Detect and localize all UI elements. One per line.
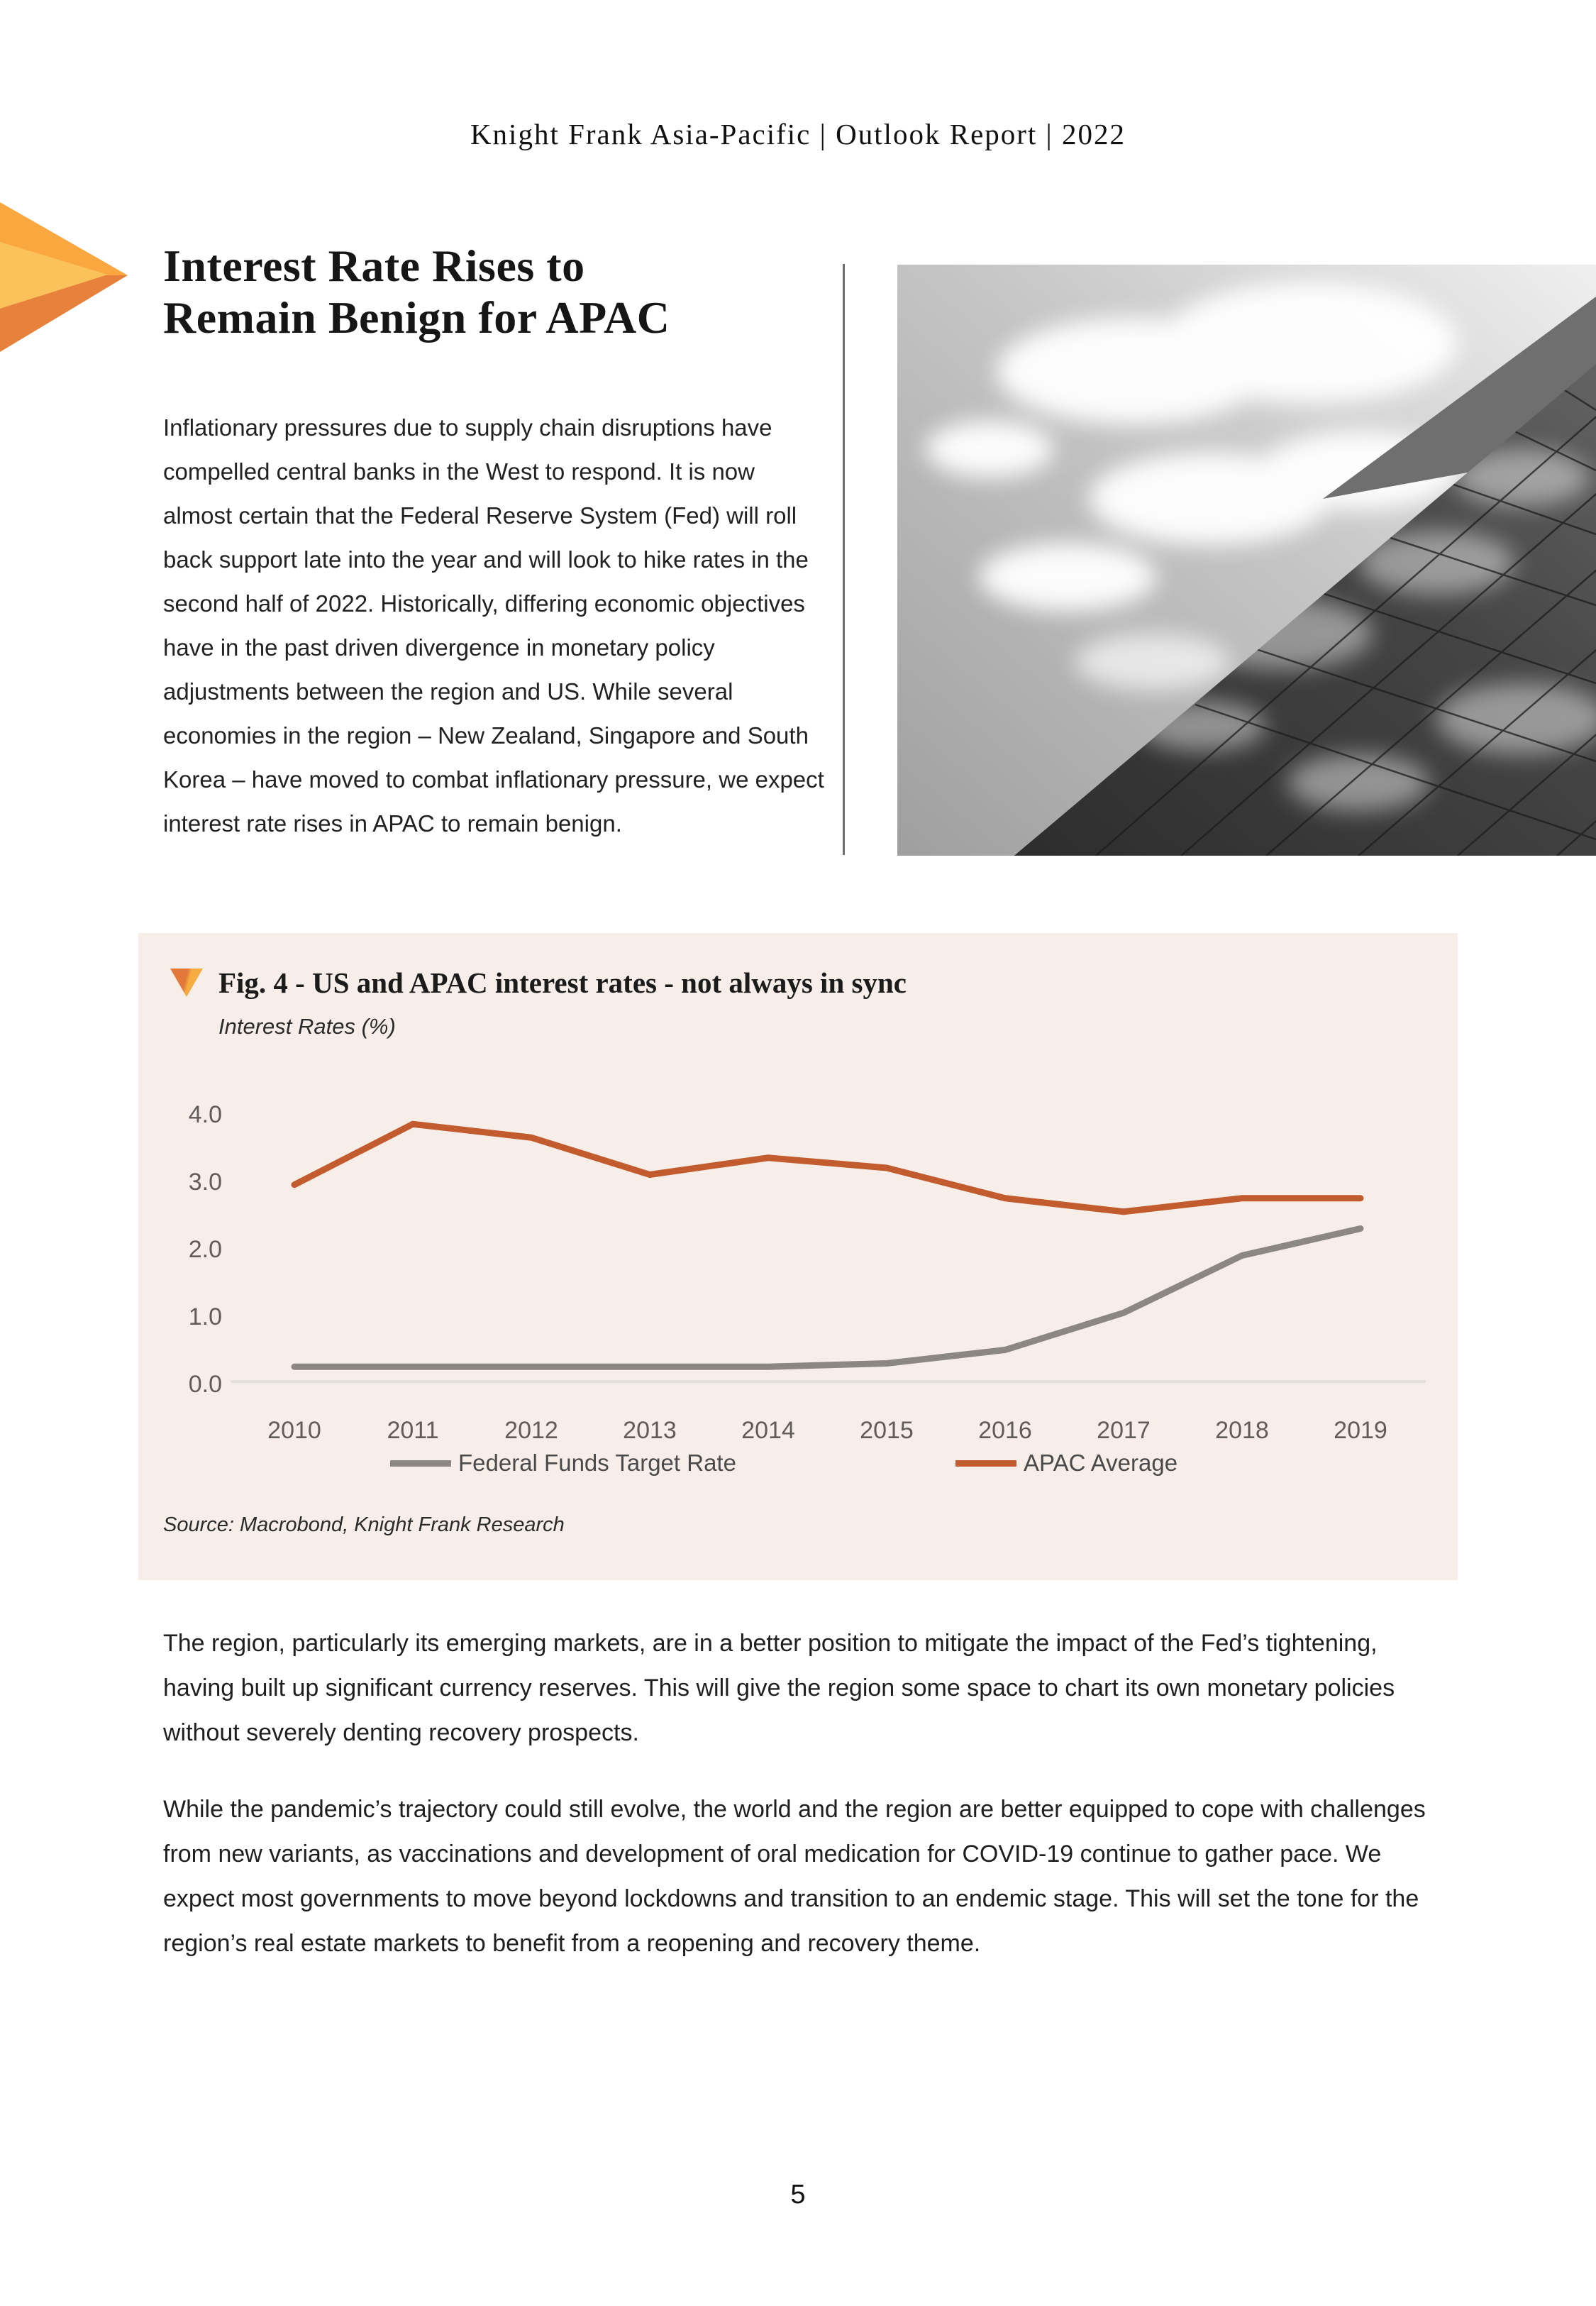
- svg-text:2012: 2012: [504, 1417, 558, 1444]
- fed-funds-line-swatch: [390, 1460, 451, 1467]
- svg-text:1.0: 1.0: [189, 1303, 222, 1330]
- svg-text:2010: 2010: [267, 1417, 321, 1444]
- paragraph-pandemic-outlook: While the pandemic’s trajectory could st…: [163, 1796, 1426, 1957]
- svg-text:2018: 2018: [1215, 1417, 1269, 1444]
- legend-label-apac-average: APAC Average: [1024, 1450, 1178, 1476]
- figure-subtitle: Interest Rates (%): [218, 1014, 396, 1039]
- line-chart: 0.0 1.0 2.0 3.0 4.0 2010 2011 2012 2013 2014 2015 2…: [189, 1101, 1426, 1444]
- legend-item-fed-funds: Federal Funds Target Rate: [390, 1450, 736, 1477]
- legend-label-fed-funds: Federal Funds Target Rate: [458, 1450, 736, 1476]
- chart-legend: Federal Funds Target Rate APAC Average: [138, 1450, 1458, 1481]
- paragraph-fed-tightening: The region, particularly its emerging ma…: [163, 1630, 1395, 1746]
- body-text: The region, particularly its emerging ma…: [163, 1621, 1447, 1998]
- figure-panel: Fig. 4 - US and APAC interest rates - no…: [138, 933, 1458, 1580]
- svg-text:2019: 2019: [1334, 1417, 1387, 1444]
- svg-text:2017: 2017: [1097, 1417, 1151, 1444]
- orange-arrow-decoration: [0, 202, 128, 352]
- legend-item-apac-average: APAC Average: [955, 1450, 1177, 1477]
- svg-text:2013: 2013: [623, 1417, 677, 1444]
- figure-title: Fig. 4 - US and APAC interest rates - no…: [218, 966, 907, 999]
- article-title-line1: Interest Rate Rises to: [163, 241, 585, 291]
- svg-text:2014: 2014: [741, 1417, 795, 1444]
- page-header: Knight Frank Asia-Pacific | Outlook Repo…: [470, 118, 1126, 150]
- svg-text:3.0: 3.0: [189, 1169, 222, 1196]
- article-title-line2: Remain Benign for APAC: [163, 292, 670, 343]
- apac-average-line-swatch: [955, 1460, 1016, 1467]
- svg-text:2016: 2016: [978, 1417, 1032, 1444]
- figure-header: Fig. 4 - US and APAC interest rates - no…: [170, 966, 907, 1000]
- clouds: [926, 282, 1458, 690]
- source-note: Source: Macrobond, Knight Frank Research: [163, 1513, 565, 1536]
- page-number: 5: [790, 2180, 806, 2210]
- svg-text:2015: 2015: [860, 1417, 914, 1444]
- svg-text:2.0: 2.0: [189, 1236, 222, 1263]
- building-photo: [897, 265, 1596, 856]
- article-title: Interest Rate Rises to Remain Benign for…: [163, 240, 844, 343]
- intro-paragraph: Inflationary pressures due to supply cha…: [163, 414, 824, 837]
- svg-text:4.0: 4.0: [189, 1101, 222, 1128]
- svg-text:0.0: 0.0: [189, 1371, 222, 1398]
- vertical-divider: [843, 264, 845, 855]
- svg-text:2011: 2011: [387, 1417, 438, 1444]
